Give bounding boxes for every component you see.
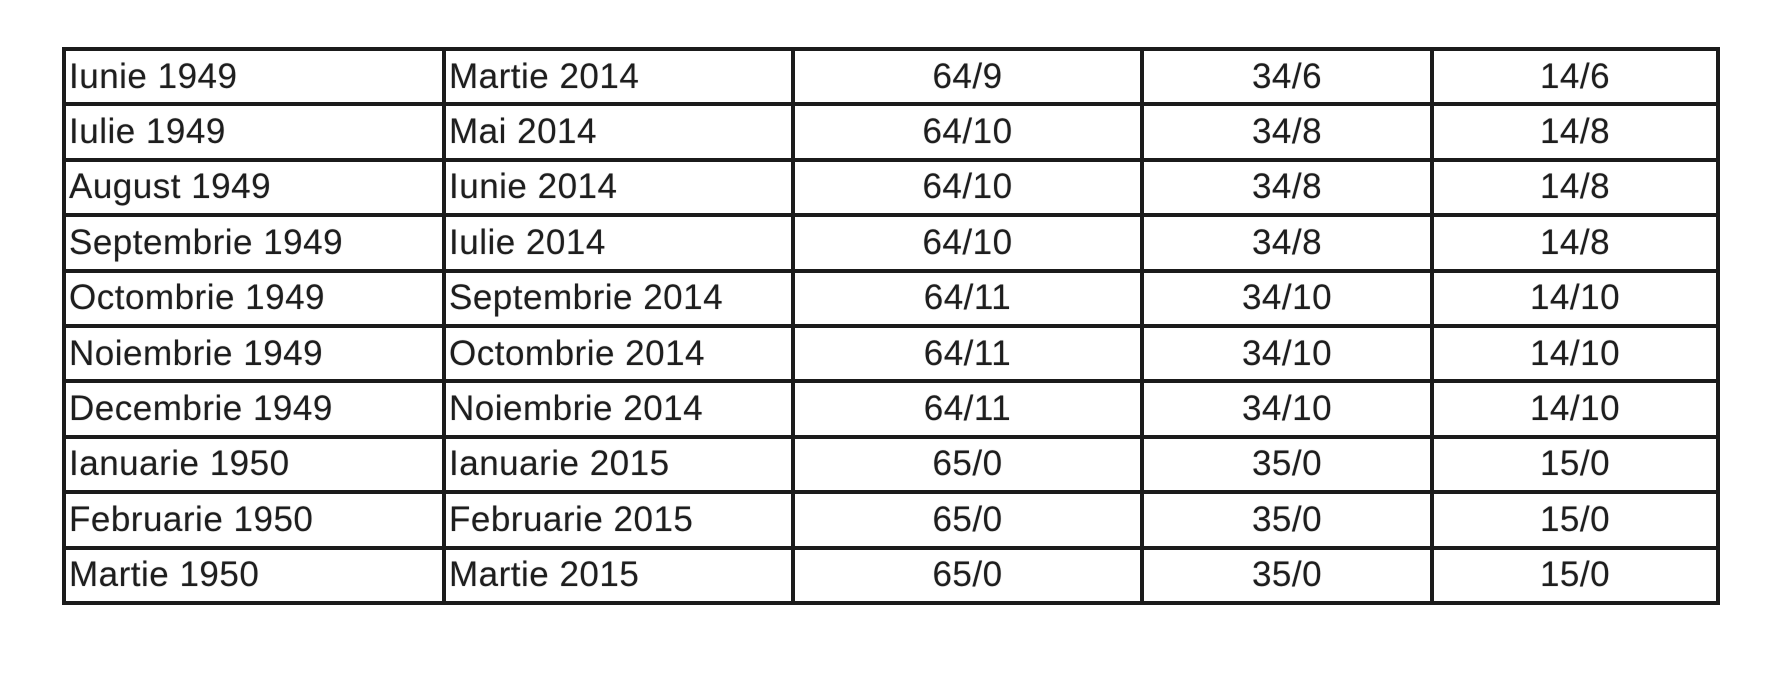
- birth-month-cell: Octombrie 1949: [62, 268, 446, 328]
- table-row: Iulie 1949 Mai 2014 64/10 34/8 14/8: [62, 102, 1720, 162]
- birth-month-cell: Februarie 1950: [62, 490, 446, 550]
- full-contribution-years-months-cell: 35/0: [1140, 490, 1434, 550]
- retirement-age-years-months-cell: 65/0: [791, 490, 1144, 550]
- full-contribution-years-months-cell: 34/8: [1140, 157, 1434, 218]
- full-contribution-years-months-cell: 34/6: [1140, 46, 1434, 107]
- minimum-contribution-years-months-cell: 14/8: [1430, 157, 1720, 218]
- full-contribution-years-months-cell: 35/0: [1140, 434, 1434, 495]
- retirement-month-cell: Mai 2014: [442, 102, 795, 162]
- birth-month-cell: Noiembrie 1949: [62, 323, 446, 384]
- birth-month-cell: Ianuarie 1950: [62, 434, 446, 495]
- retirement-age-years-months-cell: 64/10: [791, 157, 1144, 218]
- full-contribution-years-months-cell: 35/0: [1140, 545, 1434, 606]
- table-row: Septembrie 1949 Iulie 2014 64/10 34/8 14/8: [62, 213, 1720, 273]
- minimum-contribution-years-months-cell: 14/10: [1430, 268, 1720, 328]
- retirement-age-years-months-cell: 65/0: [791, 434, 1144, 495]
- minimum-contribution-years-months-cell: 15/0: [1430, 545, 1720, 606]
- birth-month-cell: Decembrie 1949: [62, 379, 446, 439]
- retirement-schedule-table: Iunie 1949 Martie 2014 64/9 34/6 14/6 Iulie 1…: [62, 46, 1720, 606]
- table-body: Iunie 1949 Martie 2014 64/9 34/6 14/6 Iulie 1…: [62, 46, 1720, 606]
- retirement-age-years-months-cell: 65/0: [791, 545, 1144, 606]
- retirement-month-cell: Noiembrie 2014: [442, 379, 795, 439]
- document-scan-area: Iunie 1949 Martie 2014 64/9 34/6 14/6 Iulie 1…: [62, 46, 1720, 606]
- table-row: Ianuarie 1950 Ianuarie 2015 65/0 35/0 15/0: [62, 434, 1720, 495]
- table-row: Octombrie 1949 Septembrie 2014 64/11 34/10 1…: [62, 268, 1720, 328]
- retirement-age-years-months-cell: 64/11: [791, 268, 1144, 328]
- birth-month-cell: Iulie 1949: [62, 102, 446, 162]
- retirement-month-cell: Martie 2014: [442, 46, 795, 107]
- minimum-contribution-years-months-cell: 14/8: [1430, 213, 1720, 273]
- birth-month-cell: Septembrie 1949: [62, 213, 446, 273]
- table-row: Noiembrie 1949 Octombrie 2014 64/11 34/10 14…: [62, 323, 1720, 384]
- retirement-month-cell: Ianuarie 2015: [442, 434, 795, 495]
- minimum-contribution-years-months-cell: 14/10: [1430, 323, 1720, 384]
- table-row: August 1949 Iunie 2014 64/10 34/8 14/8: [62, 157, 1720, 218]
- birth-month-cell: Iunie 1949: [62, 46, 446, 107]
- retirement-month-cell: Octombrie 2014: [442, 323, 795, 384]
- table-row: Martie 1950 Martie 2015 65/0 35/0 15/0: [62, 545, 1720, 606]
- minimum-contribution-years-months-cell: 14/10: [1430, 379, 1720, 439]
- retirement-month-cell: Martie 2015: [442, 545, 795, 606]
- retirement-age-years-months-cell: 64/10: [791, 102, 1144, 162]
- full-contribution-years-months-cell: 34/8: [1140, 102, 1434, 162]
- minimum-contribution-years-months-cell: 14/8: [1430, 102, 1720, 162]
- retirement-month-cell: Iulie 2014: [442, 213, 795, 273]
- retirement-month-cell: Iunie 2014: [442, 157, 795, 218]
- minimum-contribution-years-months-cell: 15/0: [1430, 490, 1720, 550]
- birth-month-cell: August 1949: [62, 157, 446, 218]
- minimum-contribution-years-months-cell: 14/6: [1430, 46, 1720, 107]
- retirement-age-years-months-cell: 64/11: [791, 323, 1144, 384]
- full-contribution-years-months-cell: 34/10: [1140, 323, 1434, 384]
- full-contribution-years-months-cell: 34/8: [1140, 213, 1434, 273]
- retirement-age-years-months-cell: 64/10: [791, 213, 1144, 273]
- table-row: Iunie 1949 Martie 2014 64/9 34/6 14/6: [62, 46, 1720, 107]
- retirement-month-cell: Februarie 2015: [442, 490, 795, 550]
- retirement-age-years-months-cell: 64/11: [791, 379, 1144, 439]
- retirement-age-years-months-cell: 64/9: [791, 46, 1144, 107]
- table-row: Februarie 1950 Februarie 2015 65/0 35/0 15/0: [62, 490, 1720, 550]
- minimum-contribution-years-months-cell: 15/0: [1430, 434, 1720, 495]
- birth-month-cell: Martie 1950: [62, 545, 446, 606]
- full-contribution-years-months-cell: 34/10: [1140, 379, 1434, 439]
- table-row: Decembrie 1949 Noiembrie 2014 64/11 34/10 14…: [62, 379, 1720, 439]
- retirement-month-cell: Septembrie 2014: [442, 268, 795, 328]
- full-contribution-years-months-cell: 34/10: [1140, 268, 1434, 328]
